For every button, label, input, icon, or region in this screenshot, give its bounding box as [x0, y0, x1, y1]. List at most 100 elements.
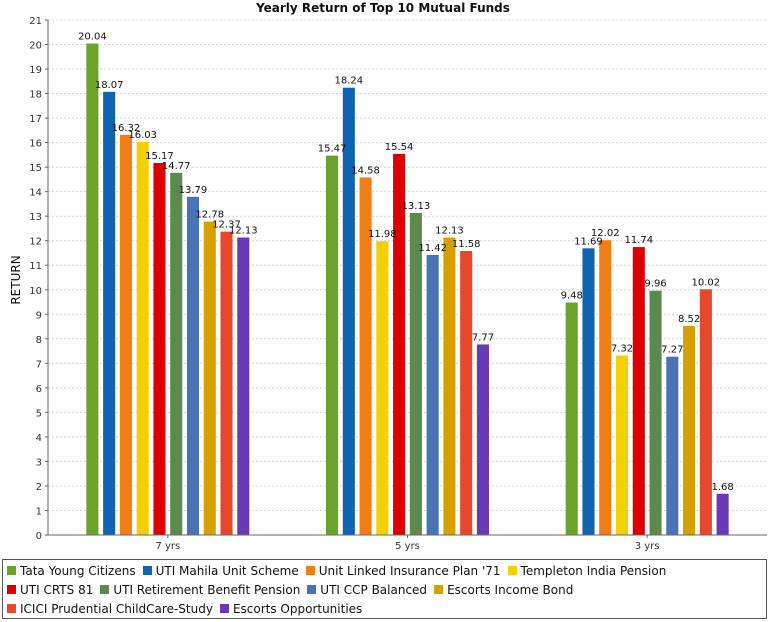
y-tick-label: 21: [29, 16, 42, 27]
legend-swatch: [100, 585, 110, 594]
data-label: 18.24: [334, 76, 363, 87]
bar[interactable]: [170, 172, 183, 536]
bar[interactable]: [683, 326, 696, 535]
legend-item: UTI Mahila Unit Scheme: [142, 562, 299, 581]
y-tick-label: 17: [29, 114, 42, 125]
legend-item: Escorts Income Bond: [434, 581, 573, 600]
bar[interactable]: [342, 87, 355, 535]
legend-label: UTI CRTS 81: [20, 583, 94, 597]
bar[interactable]: [237, 237, 250, 535]
data-label: 13.13: [402, 201, 431, 212]
legend-swatch: [7, 566, 16, 575]
y-tick-label: 14: [29, 188, 42, 199]
legend-label: Tata Young Citizens: [20, 564, 136, 578]
y-tick-label: 11: [29, 261, 42, 272]
y-tick-label: 19: [29, 65, 42, 76]
bar[interactable]: [649, 290, 662, 535]
x-tick-label: 7 yrs: [155, 541, 180, 552]
data-label: 16.32: [112, 123, 141, 134]
legend-swatch: [7, 585, 16, 594]
legend-swatch: [434, 585, 444, 594]
chart-svg: Yearly Return of Top 10 Mutual Funds RET…: [9, 1, 767, 552]
legend-label: UTI Mahila Unit Scheme: [155, 564, 299, 578]
bar[interactable]: [460, 251, 473, 535]
y-tick-label: 2: [36, 482, 42, 493]
bar[interactable]: [599, 240, 612, 535]
y-tick-label: 10: [29, 286, 42, 297]
bar[interactable]: [582, 248, 595, 536]
data-label: 13.79: [179, 185, 208, 196]
data-label: 7.77: [472, 332, 494, 343]
legend-swatch: [305, 566, 315, 575]
legend-item: UTI CRTS 81: [7, 581, 93, 600]
legend-item: UTI CCP Balanced: [307, 581, 427, 600]
bar[interactable]: [666, 356, 679, 535]
bar[interactable]: [186, 196, 200, 536]
bar[interactable]: [443, 237, 456, 535]
y-tick-label: 7: [36, 359, 42, 370]
legend-item: Escorts Opportunities: [219, 600, 363, 619]
bar[interactable]: [326, 155, 339, 535]
bar[interactable]: [376, 241, 389, 535]
bar[interactable]: [409, 213, 422, 535]
data-label: 11.98: [368, 229, 397, 240]
x-axis-ticks: 7 yrs 5 yrs 3 yrs: [155, 535, 660, 552]
bar[interactable]: [86, 43, 99, 536]
legend-label: UTI Retirement Benefit Pension: [113, 583, 301, 597]
legend-item: Unit Linked Insurance Plan '71: [305, 562, 501, 581]
bar[interactable]: [565, 302, 578, 535]
bar[interactable]: [716, 493, 729, 535]
bar[interactable]: [359, 177, 372, 535]
plot-area: [48, 20, 767, 535]
y-tick-label: 8: [36, 335, 42, 346]
y-tick-label: 9: [36, 310, 42, 321]
data-label: 11.42: [418, 243, 447, 254]
chart-title: Yearly Return of Top 10 Mutual Funds: [255, 1, 510, 15]
bar[interactable]: [426, 254, 439, 535]
bar[interactable]: [699, 289, 712, 535]
data-label: 11.58: [452, 239, 481, 250]
data-label: 12.13: [229, 226, 258, 237]
bar[interactable]: [203, 221, 216, 536]
data-label: 1.68: [711, 482, 733, 493]
data-label: 9.96: [644, 279, 666, 290]
bar[interactable]: [136, 141, 149, 535]
legend-label: Escorts Opportunities: [232, 602, 363, 616]
legend-label: ICICI Prudential ChildCare-Study: [20, 602, 213, 616]
legend-swatch: [142, 566, 152, 575]
data-label: 11.69: [574, 236, 603, 247]
legend-label: Escorts Income Bond: [447, 583, 574, 597]
bar[interactable]: [220, 231, 233, 535]
data-label: 8.52: [678, 314, 700, 325]
bar[interactable]: [632, 247, 645, 536]
data-label: 7.32: [611, 343, 633, 354]
data-label: 14.77: [162, 161, 191, 172]
y-tick-label: 3: [36, 457, 42, 468]
bar[interactable]: [119, 134, 132, 535]
y-tick-label: 6: [36, 384, 42, 395]
bar[interactable]: [153, 162, 166, 535]
bar[interactable]: [393, 153, 406, 535]
data-label: 15.47: [318, 144, 347, 155]
bar[interactable]: [476, 344, 489, 535]
data-label: 18.07: [95, 80, 124, 91]
data-label: 11.74: [624, 235, 653, 246]
y-tick-label: 1: [36, 506, 42, 517]
legend-swatch: [507, 566, 517, 575]
legend-item: Templeton India Pension: [507, 562, 666, 581]
data-label: 7.27: [661, 345, 683, 356]
legend-item: ICICI Prudential ChildCare-Study: [7, 600, 213, 619]
y-tick-label: 20: [29, 41, 42, 52]
y-tick-label: 5: [36, 408, 42, 419]
x-tick-label: 5 yrs: [395, 541, 420, 552]
y-tick-label: 4: [36, 433, 42, 444]
data-label: 9.48: [561, 291, 583, 302]
legend-swatch: [7, 604, 16, 613]
bar[interactable]: [103, 91, 116, 535]
y-axis-label: RETURN: [9, 255, 23, 304]
data-label: 12.02: [591, 228, 620, 239]
bar[interactable]: [615, 355, 629, 535]
y-tick-label: 0: [36, 531, 42, 542]
